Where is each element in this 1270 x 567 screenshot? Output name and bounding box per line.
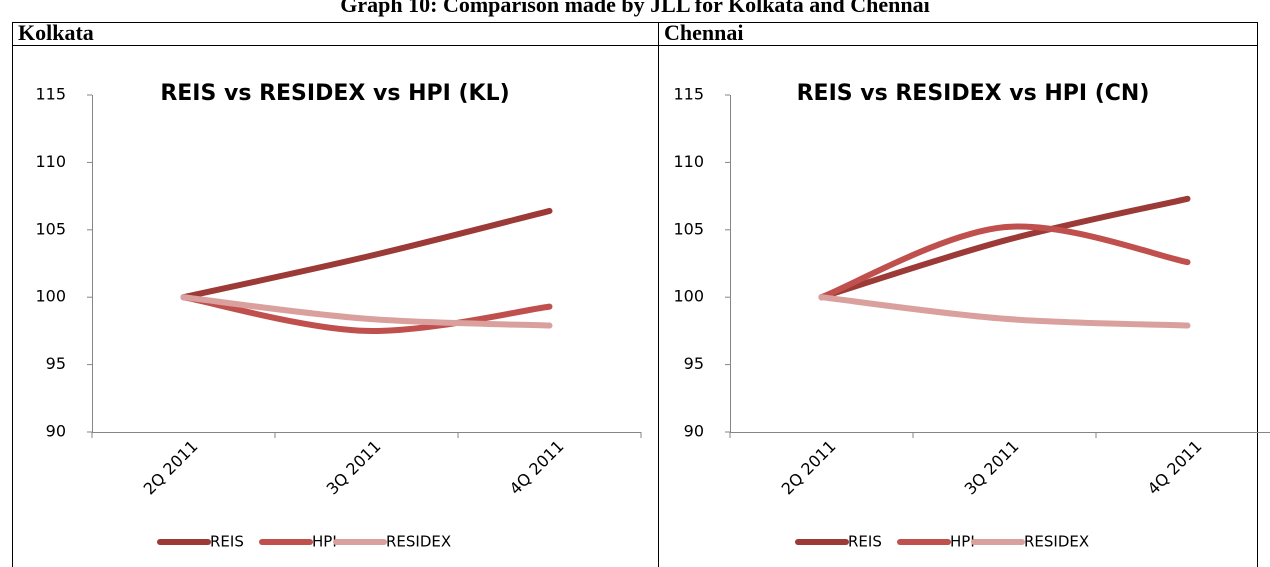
x-tick-label: 4Q 2011 (1144, 437, 1206, 499)
y-tick-label: 95 (46, 354, 66, 373)
table-header: Chennai (664, 20, 743, 45)
y-tick-label: 90 (46, 422, 66, 441)
legend-label: HPI (312, 533, 337, 551)
y-tick-label: 110 (673, 152, 704, 171)
chart-title: REIS vs RESIDEX vs HPI (KL) (160, 81, 509, 106)
x-tick-label: 2Q 2011 (778, 437, 840, 499)
line-series (818, 223, 1191, 301)
y-tick-label: 105 (673, 219, 704, 238)
table-header: Kolkata (18, 20, 94, 45)
line-series (818, 195, 1191, 301)
table-border (12, 22, 1258, 567)
line-series (818, 294, 1191, 329)
y-tick-label: 90 (684, 422, 704, 441)
legend-label: REIS (210, 533, 244, 551)
line-series (180, 207, 553, 301)
x-tick-label: 4Q 2011 (506, 437, 568, 499)
y-tick-label: 115 (673, 85, 704, 104)
legend-label: RESIDEX (1024, 533, 1089, 551)
legend-label: HPI (950, 533, 975, 551)
y-tick-label: 105 (35, 219, 66, 238)
x-tick-label: 3Q 2011 (961, 437, 1023, 499)
document-title: Graph 10: Comparison made by JLL for Kol… (340, 0, 929, 17)
y-tick-label: 100 (673, 287, 704, 306)
legend-label: RESIDEX (386, 533, 451, 551)
x-tick-label: 2Q 2011 (140, 437, 202, 499)
line-series (180, 294, 553, 334)
y-tick-label: 95 (684, 354, 704, 373)
y-tick-label: 110 (35, 152, 66, 171)
y-tick-label: 100 (35, 287, 66, 306)
x-tick-label: 3Q 2011 (323, 437, 385, 499)
legend-label: REIS (848, 533, 882, 551)
line-series (180, 294, 553, 329)
y-tick-label: 115 (35, 85, 66, 104)
chart-title: REIS vs RESIDEX vs HPI (CN) (797, 81, 1150, 106)
